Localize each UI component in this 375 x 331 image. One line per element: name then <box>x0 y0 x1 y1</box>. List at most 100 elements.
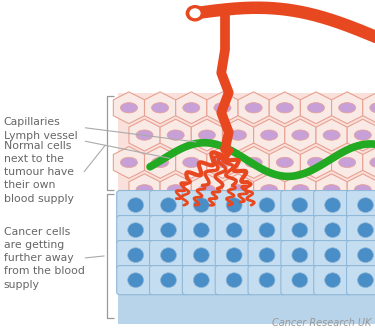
Ellipse shape <box>160 248 177 262</box>
FancyBboxPatch shape <box>215 191 253 220</box>
Bar <box>118 192 375 324</box>
Polygon shape <box>207 92 238 124</box>
FancyBboxPatch shape <box>182 215 220 245</box>
FancyBboxPatch shape <box>281 215 319 245</box>
FancyBboxPatch shape <box>248 215 286 245</box>
Text: Cancer Research UK: Cancer Research UK <box>272 318 371 328</box>
Polygon shape <box>144 147 176 178</box>
Polygon shape <box>222 174 254 206</box>
Ellipse shape <box>160 198 177 213</box>
Ellipse shape <box>167 130 184 140</box>
Polygon shape <box>316 119 347 151</box>
Ellipse shape <box>292 185 309 195</box>
Polygon shape <box>254 119 285 151</box>
FancyBboxPatch shape <box>215 265 253 295</box>
FancyBboxPatch shape <box>150 215 188 245</box>
Ellipse shape <box>245 157 262 167</box>
Ellipse shape <box>160 273 177 288</box>
FancyBboxPatch shape <box>314 265 352 295</box>
Ellipse shape <box>214 103 231 113</box>
Ellipse shape <box>198 130 215 140</box>
Polygon shape <box>238 92 269 124</box>
Text: Cancer cells
are getting
further away
from the blood
supply: Cancer cells are getting further away fr… <box>4 227 85 290</box>
FancyBboxPatch shape <box>346 265 375 295</box>
Ellipse shape <box>325 273 340 288</box>
Polygon shape <box>129 119 160 151</box>
Polygon shape <box>269 147 300 178</box>
Ellipse shape <box>194 198 209 213</box>
Ellipse shape <box>308 103 324 113</box>
Ellipse shape <box>167 185 184 195</box>
Ellipse shape <box>292 198 308 213</box>
Polygon shape <box>191 119 222 151</box>
Polygon shape <box>207 147 238 178</box>
Polygon shape <box>285 119 316 151</box>
Ellipse shape <box>245 103 262 113</box>
Ellipse shape <box>357 198 374 213</box>
Polygon shape <box>363 147 375 178</box>
Polygon shape <box>300 147 332 178</box>
FancyBboxPatch shape <box>281 191 319 220</box>
Ellipse shape <box>259 273 275 288</box>
Ellipse shape <box>261 130 278 140</box>
FancyBboxPatch shape <box>215 241 253 270</box>
FancyBboxPatch shape <box>117 265 154 295</box>
Polygon shape <box>332 92 363 124</box>
Ellipse shape <box>230 130 247 140</box>
Ellipse shape <box>230 185 247 195</box>
Ellipse shape <box>292 223 308 238</box>
Ellipse shape <box>339 103 356 113</box>
FancyBboxPatch shape <box>346 215 375 245</box>
Ellipse shape <box>354 185 371 195</box>
Polygon shape <box>285 174 316 206</box>
FancyBboxPatch shape <box>150 241 188 270</box>
Ellipse shape <box>259 248 275 262</box>
FancyBboxPatch shape <box>182 191 220 220</box>
Ellipse shape <box>261 185 278 195</box>
Ellipse shape <box>160 223 177 238</box>
Polygon shape <box>176 92 207 124</box>
Ellipse shape <box>323 130 340 140</box>
FancyBboxPatch shape <box>248 191 286 220</box>
Polygon shape <box>160 119 191 151</box>
Ellipse shape <box>214 157 231 167</box>
Ellipse shape <box>120 103 138 113</box>
Ellipse shape <box>259 223 275 238</box>
Ellipse shape <box>292 273 308 288</box>
Polygon shape <box>238 147 269 178</box>
Polygon shape <box>113 92 144 124</box>
Polygon shape <box>191 174 222 206</box>
Ellipse shape <box>339 157 356 167</box>
FancyBboxPatch shape <box>248 265 286 295</box>
Ellipse shape <box>325 223 340 238</box>
Ellipse shape <box>183 157 200 167</box>
Ellipse shape <box>198 185 215 195</box>
Polygon shape <box>113 147 144 178</box>
Ellipse shape <box>152 103 169 113</box>
Ellipse shape <box>370 103 375 113</box>
Ellipse shape <box>136 185 153 195</box>
Ellipse shape <box>152 157 169 167</box>
Ellipse shape <box>354 130 371 140</box>
FancyBboxPatch shape <box>248 241 286 270</box>
FancyBboxPatch shape <box>182 241 220 270</box>
FancyBboxPatch shape <box>281 241 319 270</box>
Polygon shape <box>269 92 300 124</box>
Ellipse shape <box>357 273 374 288</box>
Text: Normal cells
next to the
tumour have
their own
blood supply: Normal cells next to the tumour have the… <box>4 141 74 204</box>
Ellipse shape <box>120 157 138 167</box>
Polygon shape <box>160 174 191 206</box>
Polygon shape <box>363 92 375 124</box>
FancyBboxPatch shape <box>281 265 319 295</box>
Ellipse shape <box>323 185 340 195</box>
Polygon shape <box>129 174 160 206</box>
FancyBboxPatch shape <box>117 191 154 220</box>
FancyBboxPatch shape <box>215 215 253 245</box>
Text: Capillaries: Capillaries <box>4 118 60 127</box>
Ellipse shape <box>194 273 209 288</box>
FancyBboxPatch shape <box>182 265 220 295</box>
FancyBboxPatch shape <box>346 241 375 270</box>
Ellipse shape <box>226 248 242 262</box>
Ellipse shape <box>226 198 242 213</box>
Bar <box>118 93 375 192</box>
